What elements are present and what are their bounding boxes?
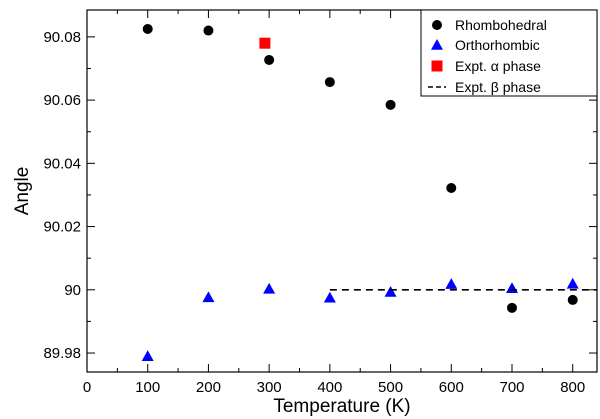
x-axis-ticks: 0 100 200 300 400 500 600 700 800 xyxy=(83,10,585,396)
data-point-triangle xyxy=(141,350,154,361)
x-tick-label: 200 xyxy=(196,379,221,396)
legend-label: Rhombohedral xyxy=(455,17,547,33)
legend-marker-square xyxy=(431,60,443,72)
data-point-triangle xyxy=(263,282,276,294)
plot-marks xyxy=(141,23,597,361)
data-point-triangle xyxy=(323,291,336,303)
y-tick-label: 89.98 xyxy=(43,345,81,362)
y-axis-title: Angle xyxy=(12,167,33,216)
x-tick-label: 0 xyxy=(83,379,91,396)
legend: Rhombohedral Orthorhombic Expt. α phase Exp… xyxy=(420,9,598,97)
legend-label: Expt. α phase xyxy=(455,58,541,74)
data-point-triangle xyxy=(445,278,458,289)
data-point-square xyxy=(259,37,271,49)
data-point-circle xyxy=(142,23,153,34)
data-point-triangle xyxy=(202,291,215,303)
data-point-triangle xyxy=(384,286,397,297)
data-point-circle xyxy=(385,99,396,110)
x-tick-label: 400 xyxy=(317,379,342,396)
x-tick-label: 600 xyxy=(439,379,464,396)
legend-label: Orthorhombic xyxy=(455,37,540,53)
legend-label: Expt. β phase xyxy=(455,79,541,95)
data-point-circle xyxy=(264,54,275,65)
y-axis-ticks: 89.98 90 90.02 90.04 90.06 90.08 xyxy=(43,29,597,362)
x-tick-label: 100 xyxy=(135,379,160,396)
data-point-circle xyxy=(507,302,517,313)
data-point-circle xyxy=(324,77,335,88)
data-point-circle xyxy=(446,182,457,193)
x-tick-label: 800 xyxy=(560,379,585,396)
legend-box xyxy=(420,9,598,97)
legend-marker-triangle xyxy=(431,39,443,50)
y-tick-label: 90.04 xyxy=(43,155,81,172)
x-tick-label: 300 xyxy=(257,379,282,396)
data-point-circle xyxy=(567,294,578,305)
y-tick-label: 90.06 xyxy=(43,92,81,109)
data-point-triangle xyxy=(566,277,579,289)
legend-marker-circle xyxy=(432,20,442,30)
data-point-circle xyxy=(203,25,214,36)
x-tick-label: 500 xyxy=(378,379,403,396)
data-point-triangle xyxy=(506,282,518,294)
x-tick-label: 700 xyxy=(499,379,524,396)
y-tick-label: 90.08 xyxy=(43,29,81,46)
y-tick-label: 90.02 xyxy=(43,219,81,236)
x-axis-title: Temperature (K) xyxy=(273,396,410,417)
y-tick-label: 90 xyxy=(64,282,81,299)
plot-frame xyxy=(86,9,598,373)
